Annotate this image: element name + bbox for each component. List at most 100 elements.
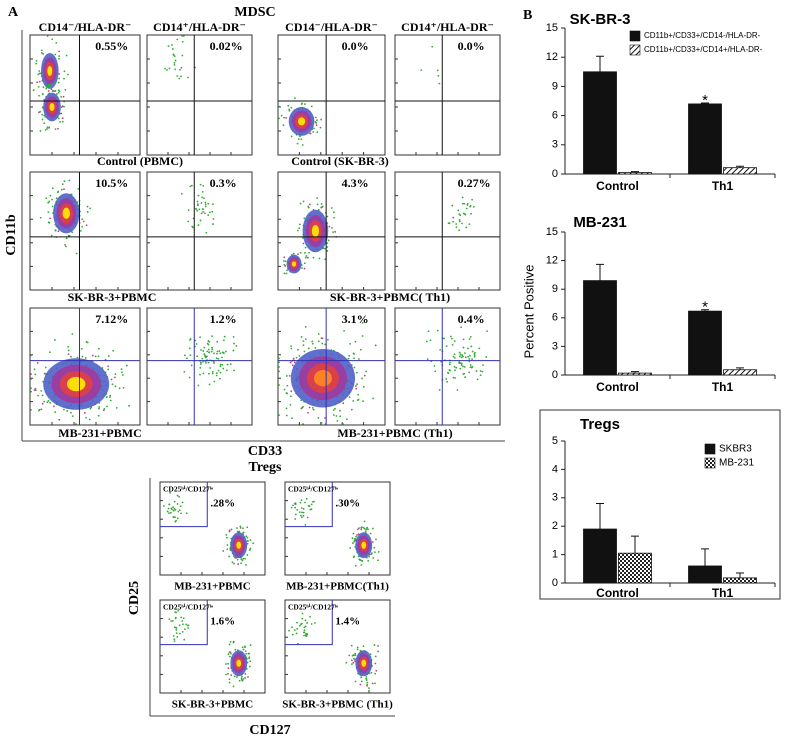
event-dot — [114, 385, 117, 388]
event-dot — [211, 371, 214, 373]
gate — [160, 600, 208, 646]
event-dot — [173, 55, 176, 58]
event-dot — [183, 638, 186, 641]
event-dot — [168, 503, 171, 506]
event-dot — [242, 527, 244, 530]
event-dot — [63, 408, 65, 411]
event-dot — [46, 128, 49, 130]
event-dot — [238, 679, 241, 682]
event-dot — [371, 682, 374, 685]
event-dot — [57, 91, 60, 94]
error-bar — [596, 502, 604, 530]
event-dot — [465, 226, 468, 229]
event-dot — [280, 114, 283, 117]
event-dot — [471, 365, 474, 368]
event-dot — [324, 258, 327, 261]
event-dot — [300, 514, 302, 517]
event-dot — [283, 260, 285, 262]
event-dot — [354, 564, 357, 567]
event-dot — [457, 209, 460, 212]
event-dot — [197, 204, 199, 207]
event-dot — [212, 223, 214, 225]
event-dot — [51, 90, 54, 92]
event-dot — [360, 528, 363, 531]
event-dot — [371, 541, 374, 543]
event-dot — [374, 551, 376, 554]
event-dot — [455, 226, 458, 229]
quadrant-percent: 0.27% — [458, 176, 491, 190]
event-dot — [120, 368, 123, 371]
event-dot — [317, 340, 320, 343]
event-dot — [299, 135, 301, 138]
event-dot — [356, 648, 359, 651]
event-dot — [302, 344, 305, 347]
event-dot — [300, 103, 303, 105]
event-dot — [176, 494, 179, 497]
event-dot — [228, 643, 231, 646]
event-dot — [443, 337, 446, 340]
event-dot — [88, 418, 91, 421]
gate — [285, 600, 333, 646]
event-dot — [358, 358, 360, 360]
event-dot — [185, 623, 188, 626]
event-dot — [318, 257, 321, 260]
y-tick-label: 4 — [552, 463, 558, 475]
event-dot — [359, 683, 362, 686]
event-dot — [456, 389, 459, 391]
event-dot — [203, 346, 206, 349]
event-dot — [86, 211, 89, 213]
event-dot — [352, 654, 355, 657]
event-dot — [458, 219, 461, 221]
event-dot — [468, 358, 471, 360]
legend-swatch — [704, 457, 716, 469]
event-dot — [173, 640, 176, 642]
event-dot — [172, 506, 174, 509]
event-dot — [49, 194, 52, 197]
event-dot — [40, 49, 43, 52]
event-dot — [352, 661, 355, 664]
event-dot — [221, 363, 224, 366]
event-dot — [228, 655, 231, 658]
event-dot — [285, 116, 287, 119]
event-dot — [244, 564, 247, 566]
event-dot — [356, 383, 359, 386]
event-dot — [301, 612, 304, 615]
quadrant-percent: 0.0% — [342, 39, 369, 53]
event-dot — [298, 511, 301, 514]
event-dot — [172, 509, 175, 512]
event-dot — [225, 673, 227, 676]
event-dot — [70, 411, 72, 414]
flow-plot — [394, 307, 501, 426]
event-dot — [211, 346, 213, 349]
x-tick-label: Th1 — [712, 586, 734, 600]
event-dot — [368, 555, 370, 558]
event-dot — [285, 375, 288, 377]
event-dot — [446, 380, 449, 383]
event-dot — [181, 35, 184, 37]
event-dot — [369, 532, 372, 535]
event-dot — [197, 224, 200, 226]
event-dot — [354, 680, 357, 683]
event-dot — [248, 549, 251, 552]
event-dot — [356, 528, 359, 531]
event-dot — [30, 387, 32, 390]
event-dot — [472, 205, 475, 208]
event-dot — [38, 94, 40, 97]
event-dot — [283, 263, 286, 266]
panel-label: B — [523, 8, 532, 23]
event-dot — [50, 234, 53, 237]
flow-plot — [159, 481, 266, 576]
event-dot — [307, 411, 309, 414]
event-dot — [223, 335, 226, 338]
event-dot — [107, 365, 110, 368]
flow-plot — [394, 171, 501, 291]
event-dot — [300, 138, 303, 141]
plot-frame — [394, 171, 501, 291]
gate-percent: 1.6% — [210, 616, 235, 628]
event-dot — [365, 528, 368, 531]
event-dot — [203, 353, 206, 356]
event-dot — [361, 321, 364, 324]
event-dot — [217, 357, 220, 360]
event-dot — [295, 632, 298, 635]
event-dot — [110, 378, 113, 381]
